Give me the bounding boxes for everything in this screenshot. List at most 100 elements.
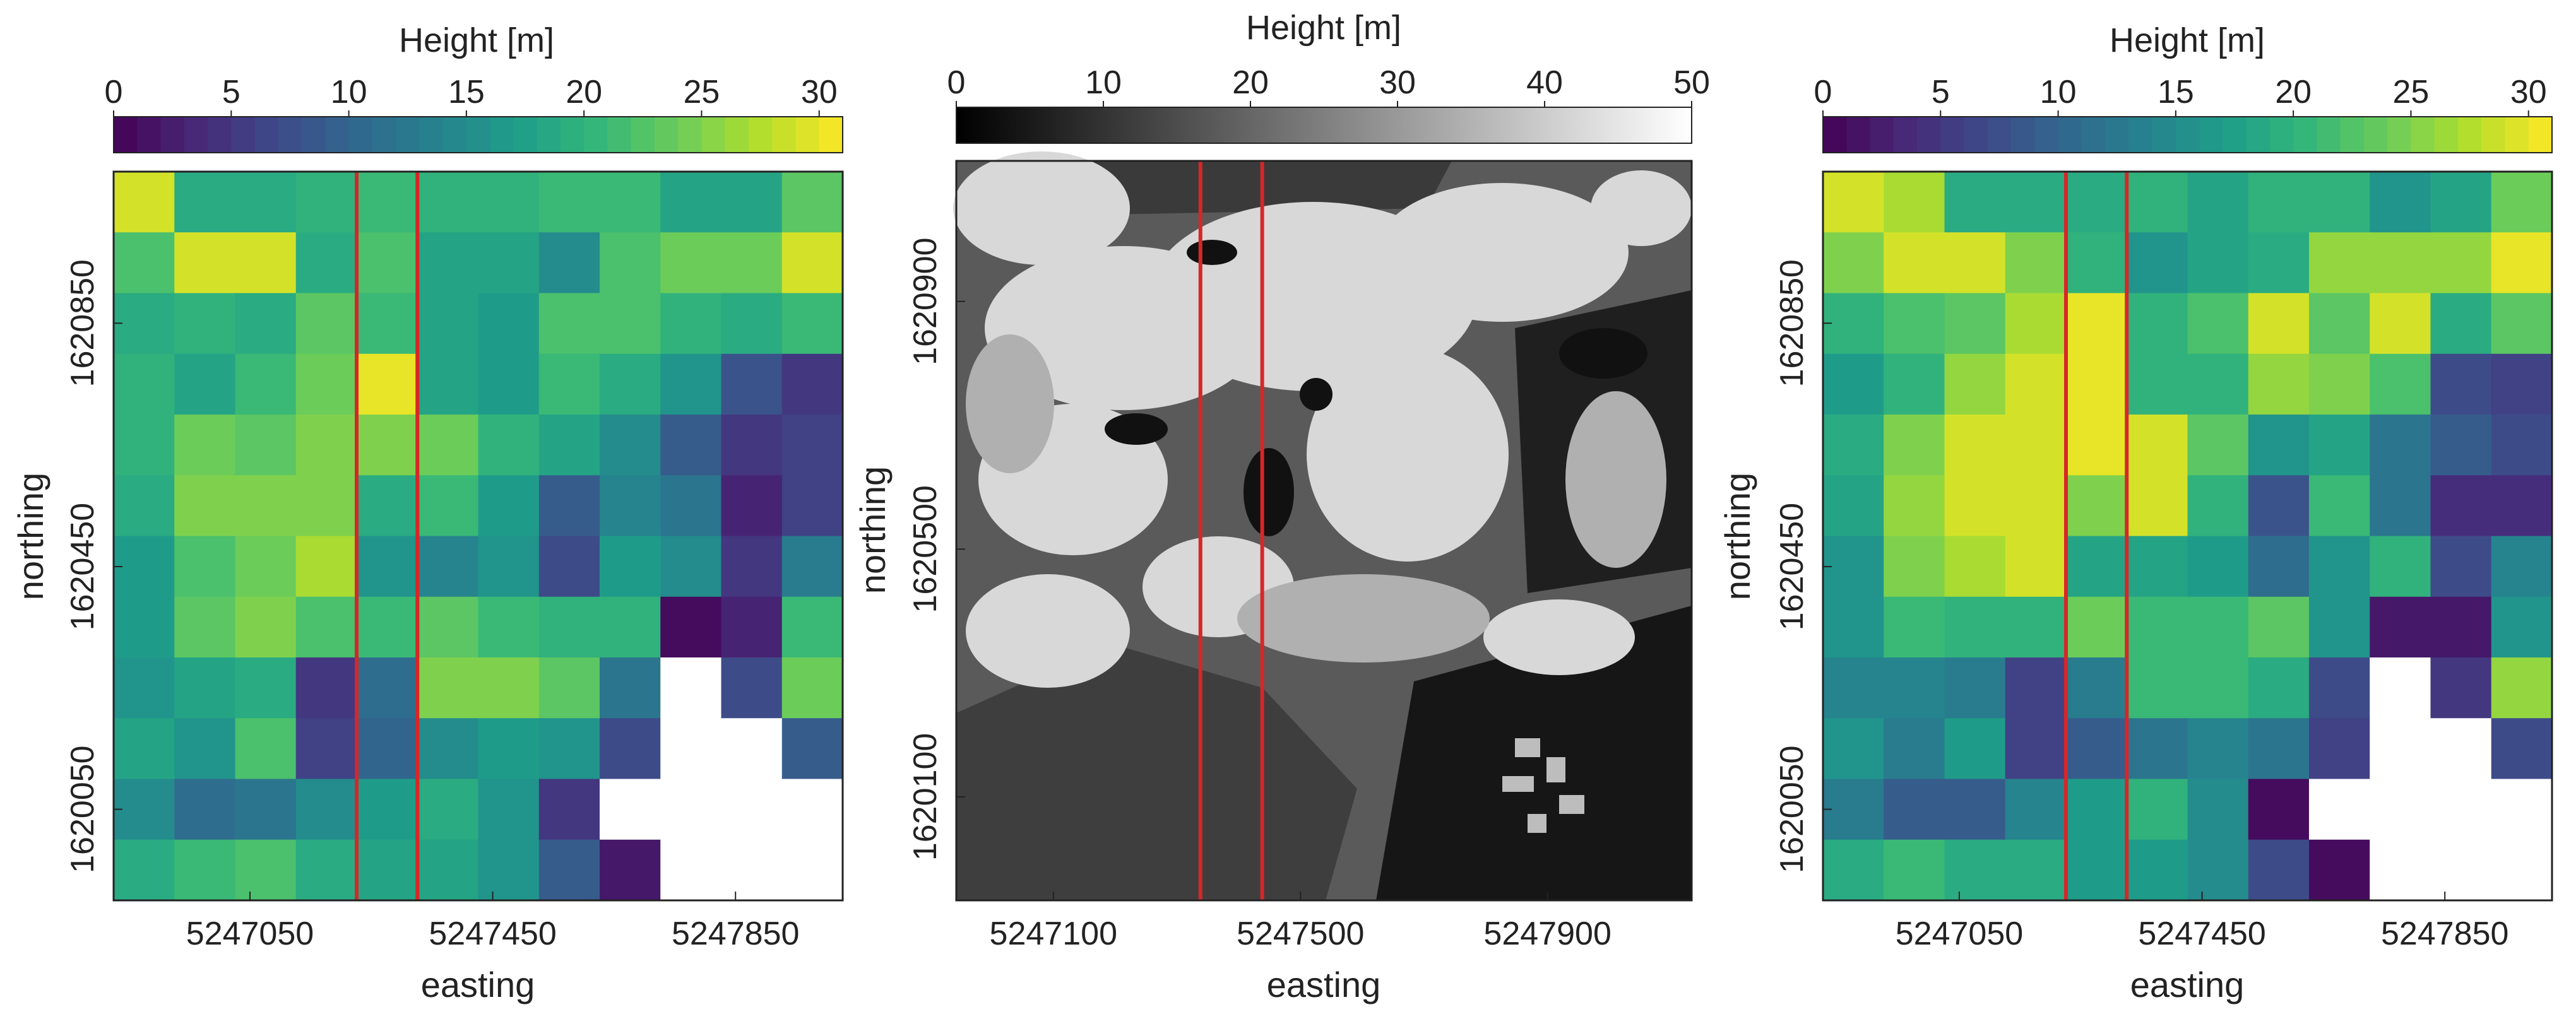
heatmap-cell bbox=[660, 415, 722, 476]
heatmap-cell bbox=[538, 353, 600, 415]
heatmap-cell bbox=[357, 353, 418, 415]
heatmap-cell bbox=[2491, 293, 2553, 355]
heatmap-cell bbox=[660, 779, 722, 840]
heatmap-cell bbox=[660, 536, 722, 598]
colorbar-segment bbox=[725, 117, 749, 153]
colorbar-tick-label: 40 bbox=[1526, 64, 1563, 101]
heatmap-cell bbox=[1944, 293, 2006, 355]
heatmap-cell bbox=[600, 839, 661, 901]
heatmap-cell bbox=[417, 172, 479, 233]
heatmap-cell bbox=[1884, 839, 1945, 901]
y-axis-label: northing bbox=[11, 473, 50, 600]
heatmap-cell bbox=[1944, 353, 2006, 415]
heatmap-cell bbox=[2491, 536, 2553, 598]
colorbar-segment bbox=[2058, 117, 2082, 153]
heatmap-cell bbox=[2491, 596, 2553, 658]
heatmap-cell bbox=[721, 232, 783, 294]
heatmap-cell bbox=[1823, 718, 1884, 780]
colorbar-segment bbox=[1987, 117, 2012, 153]
heatmap-cell bbox=[660, 172, 722, 233]
heatmap-cell bbox=[2248, 232, 2310, 294]
heatmap-cell bbox=[235, 839, 297, 901]
heatmap-cell bbox=[2127, 657, 2188, 719]
colorbar-segment bbox=[795, 117, 820, 153]
heatmap-cell bbox=[2005, 596, 2067, 658]
heatmap-cell bbox=[478, 536, 540, 598]
colorbar-ticks: 0 10 20 30 40 50 bbox=[947, 64, 1710, 107]
heatmap-cell bbox=[2127, 536, 2188, 598]
heatmap-cell bbox=[2370, 779, 2431, 840]
colorbar-tick-label: 0 bbox=[105, 74, 123, 110]
heatmap-cell bbox=[2127, 596, 2188, 658]
colorbar-segment bbox=[2034, 117, 2059, 153]
heatmap-cell bbox=[1823, 293, 1884, 355]
heatmap-cell bbox=[2005, 353, 2067, 415]
heatmap-cell bbox=[1884, 293, 1945, 355]
heatmap-cell bbox=[538, 415, 600, 476]
colorbar-segment bbox=[302, 117, 326, 153]
heatmap-cell bbox=[235, 232, 297, 294]
heatmap-cell bbox=[600, 353, 661, 415]
heatmap-cell bbox=[2005, 718, 2067, 780]
heatmap-cell bbox=[174, 718, 236, 780]
colorbar-segment bbox=[2528, 117, 2553, 153]
heatmap-cell bbox=[781, 718, 843, 780]
heatmap-cell bbox=[2066, 718, 2127, 780]
colorbar bbox=[113, 116, 843, 153]
colorbar-tick-label: 25 bbox=[684, 74, 720, 110]
colorbar-segment bbox=[419, 117, 444, 153]
heatmap-cell bbox=[2248, 415, 2310, 476]
heatmap-cell bbox=[174, 839, 236, 901]
heatmap-cell bbox=[781, 353, 843, 415]
heatmap-cell bbox=[114, 718, 175, 780]
colorbar-tick-label: 20 bbox=[2275, 74, 2312, 110]
heatmap-cell bbox=[2430, 172, 2492, 233]
heatmap-cell bbox=[2370, 475, 2431, 537]
heatmap-cell bbox=[417, 415, 479, 476]
heatmap-cell bbox=[600, 232, 661, 294]
heatmap-cell bbox=[2491, 415, 2553, 476]
colorbar-segment bbox=[278, 117, 302, 153]
heatmap-cell bbox=[1823, 475, 1884, 537]
heatmap-cell bbox=[2309, 839, 2370, 901]
heatmap-cell bbox=[235, 172, 297, 233]
heatmap-cell bbox=[2309, 172, 2370, 233]
heatmap-cell bbox=[235, 596, 297, 658]
heatmap-cell bbox=[721, 353, 783, 415]
heatmap-cell bbox=[660, 353, 722, 415]
heatmap-cell bbox=[1823, 172, 1884, 233]
heatmap-cell bbox=[2066, 232, 2127, 294]
colorbar-tick-label: 10 bbox=[2040, 74, 2077, 110]
x-tick-label: 5247500 bbox=[1237, 916, 1364, 952]
colorbar-tick-label: 15 bbox=[2158, 74, 2194, 110]
y-axis-label: northing bbox=[1718, 473, 1757, 600]
left-panel: Height [m] 0 5 10 15 20 25 30 5247050 5247450 52… bbox=[11, 21, 844, 1004]
colorbar-segment bbox=[678, 117, 703, 153]
heatmap-cell bbox=[2066, 293, 2127, 355]
heatmap-cell bbox=[538, 718, 600, 780]
heatmap-cell bbox=[174, 172, 236, 233]
x-axis-label: easting bbox=[2130, 965, 2245, 1004]
heatmap-cell bbox=[174, 779, 236, 840]
heatmap-cell bbox=[478, 596, 540, 658]
heatmap-cell bbox=[2309, 293, 2370, 355]
heatmap-cell bbox=[2187, 293, 2249, 355]
heatmap-cell bbox=[114, 596, 175, 658]
heatmap-cell bbox=[1884, 415, 1945, 476]
heatmap-cell bbox=[2187, 536, 2249, 598]
colorbar-segment bbox=[114, 117, 138, 153]
heatmap-cell bbox=[2187, 657, 2249, 719]
heatmap-cell bbox=[781, 536, 843, 598]
heatmap-cell bbox=[357, 232, 418, 294]
heatmap-cell bbox=[538, 596, 600, 658]
heatmap-cell bbox=[2430, 353, 2492, 415]
heatmap-cell bbox=[721, 172, 783, 233]
heatmap-cell bbox=[235, 353, 297, 415]
y-tick-label: 1620450 bbox=[1774, 503, 1810, 630]
heatmap-cell bbox=[600, 415, 661, 476]
heatmap-cell bbox=[2248, 172, 2310, 233]
heatmap-cell bbox=[417, 718, 479, 780]
heatmap-cell bbox=[2127, 415, 2188, 476]
heatmap-cell bbox=[417, 293, 479, 355]
heatmap-cell bbox=[2309, 657, 2370, 719]
